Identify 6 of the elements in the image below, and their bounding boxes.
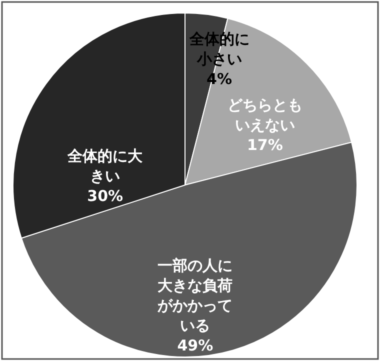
slice-label: 一部の人に大きな負荷がかかっている xyxy=(156,256,233,334)
slice-label: 全体的に大きい xyxy=(66,146,144,185)
data-label: 49% xyxy=(177,336,214,354)
data-label: 30% xyxy=(87,186,124,205)
slice-label: どちらともいえない xyxy=(227,96,302,134)
data-label: 17% xyxy=(246,136,283,154)
